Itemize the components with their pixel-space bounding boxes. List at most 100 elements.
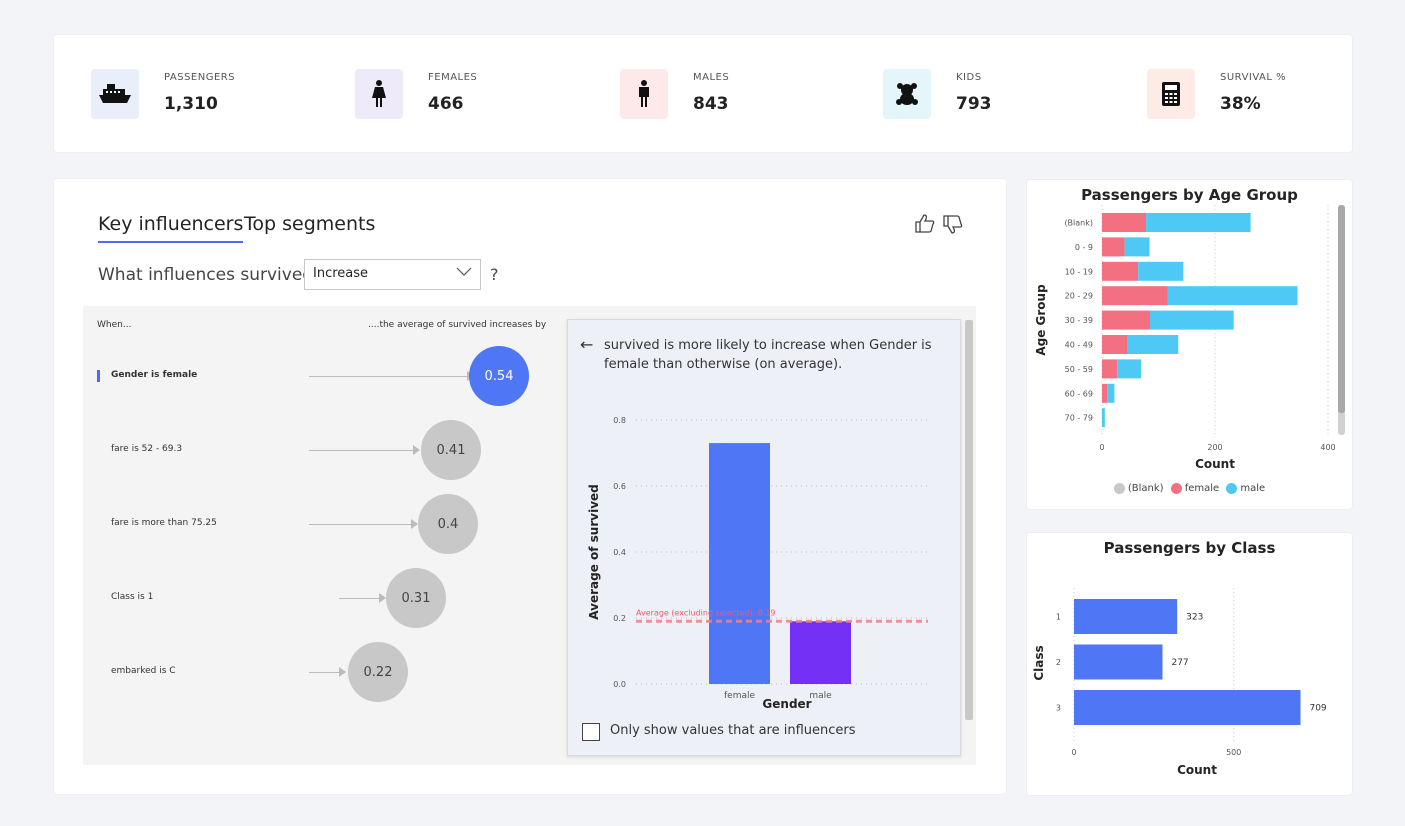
x-tick-label: female [724, 691, 755, 701]
influencer-bubble[interactable]: 0.4 [418, 494, 478, 554]
bar-segment-male [1102, 408, 1105, 428]
influencer-bubble[interactable]: 0.54 [469, 346, 529, 406]
kpi-label: FEMALES [428, 72, 478, 83]
male-icon [620, 69, 668, 119]
kpi-label: SURVIVAL % [1220, 72, 1287, 83]
kpi-value: 843 [693, 94, 729, 114]
kpi-value: 466 [428, 94, 464, 114]
influencer-label: Class is 1 [111, 592, 154, 602]
arrow-right-icon [413, 445, 420, 455]
legend-item[interactable]: female [1170, 483, 1220, 494]
scrollbar-thumb[interactable] [1338, 205, 1345, 413]
kpi-label: MALES [693, 72, 730, 83]
checkbox-label: Only show values that are influencers [610, 723, 856, 738]
influencers-only-checkbox[interactable] [582, 723, 600, 741]
y-tick-label: 20 - 29 [1065, 292, 1093, 301]
back-arrow-icon[interactable]: ← [580, 335, 594, 354]
thumbs-up-icon[interactable] [914, 213, 936, 238]
bar-male [790, 621, 851, 684]
influencer-row[interactable]: fare is more than 75.25 0.4 [83, 494, 543, 554]
y-axis-title: Age Group [1034, 284, 1048, 356]
influencer-bubble[interactable]: 0.22 [348, 642, 408, 702]
kpi-label: KIDS [956, 72, 982, 83]
kpi-label: PASSENGERS [164, 72, 236, 83]
influencer-row[interactable]: embarked is C 0.22 [83, 642, 543, 702]
column-header-when: When... [97, 320, 132, 330]
bar-segment-male [1124, 237, 1150, 257]
ship-icon [91, 69, 139, 119]
bar-segment-female [1102, 286, 1168, 306]
bar-segment-female [1102, 335, 1128, 354]
bar-class-1 [1074, 599, 1178, 634]
legend-dot [1226, 483, 1238, 494]
chart-title: Passengers by Class [1103, 539, 1276, 557]
influencer-connector [309, 376, 467, 377]
influencer-row[interactable]: Class is 1 0.31 [83, 568, 543, 628]
legend-item[interactable]: male [1226, 483, 1265, 494]
y-tick-label: 0 - 9 [1075, 243, 1093, 252]
y-tick-label: 1 [1056, 613, 1061, 622]
gender-survival-chart: 0.0 0.2 0.4 0.6 0.8 female male Average (exclud… [587, 416, 928, 708]
y-tick-label: 10 - 19 [1065, 267, 1093, 276]
bar-class-3 [1074, 690, 1301, 725]
y-tick-label: 60 - 69 [1065, 389, 1093, 398]
chevron-down-icon [456, 262, 472, 282]
y-tick-label: 0.0 [613, 680, 626, 689]
influencer-bubble[interactable]: 0.41 [421, 420, 481, 480]
thumbs-down-icon[interactable] [942, 215, 964, 240]
bar-segment-male [1167, 286, 1298, 306]
x-tick-label: 500 [1226, 748, 1241, 757]
female-icon [355, 69, 403, 119]
influencer-row[interactable]: fare is 52 - 69.3 0.41 [83, 420, 543, 480]
x-axis-title: Gender [762, 697, 811, 708]
x-tick-label: male [809, 691, 832, 701]
tab-key-influencers[interactable]: Key influencers [98, 213, 244, 243]
bar-female [709, 443, 770, 684]
bar-segment-male [1127, 335, 1179, 354]
influencer-connector [339, 598, 379, 599]
arrow-right-icon [379, 593, 386, 603]
y-tick-label: 2 [1056, 658, 1061, 667]
influencer-connector [309, 450, 413, 451]
legend-item[interactable]: (Blank) [1113, 483, 1164, 494]
influencer-bubble[interactable]: 0.31 [386, 568, 446, 628]
legend-label: female [1184, 483, 1220, 494]
class-chart-card: Passengers by Class 0 500 1 323 2 277 3 709 Coun… [1027, 533, 1352, 795]
bar-segment-male [1117, 359, 1141, 379]
panel-scrollbar[interactable] [965, 320, 973, 720]
question-mark: ? [490, 265, 499, 284]
influencer-row[interactable]: Gender is female 0.54 [83, 346, 543, 406]
arrow-right-icon [411, 519, 418, 529]
bar-segment-female [1102, 237, 1125, 257]
y-tick-label: 0.2 [613, 614, 626, 623]
y-tick-label: 70 - 79 [1065, 414, 1093, 423]
kpi-value: 38% [1220, 94, 1261, 114]
bar-segment-female [1102, 213, 1147, 232]
question-text: What influences survived to [98, 265, 336, 285]
data-label: 709 [1309, 704, 1326, 714]
y-tick-label: 0.4 [613, 548, 626, 557]
influencer-detail-pane: ← survived is more likely to increase wh… [567, 319, 961, 756]
teddy-bear-icon [883, 69, 931, 119]
chart-scrollbar[interactable] [1338, 205, 1345, 435]
legend-dot [1113, 483, 1125, 494]
y-tick-label: 40 - 49 [1065, 341, 1093, 350]
x-tick-label: 0 [1071, 748, 1076, 757]
survived-direction-dropdown[interactable]: Increase [304, 259, 481, 290]
reference-line-label: Average (excluding selected): 0.19 [636, 608, 776, 617]
y-tick-label: 0.6 [613, 482, 626, 491]
kpi-card: PASSENGERS 1,310 FEMALES 466 MALES 843 K… [54, 35, 1352, 152]
influencer-connector [309, 524, 411, 525]
legend-label: male [1240, 483, 1266, 494]
bar-segment-male [1107, 383, 1115, 403]
bar-class-2 [1074, 644, 1163, 680]
bar-segment-male [1146, 213, 1251, 232]
y-tick-label: 0.8 [613, 416, 626, 425]
chart-title: Passengers by Age Group [1081, 186, 1298, 204]
data-label: 323 [1186, 613, 1203, 623]
x-axis-title: Count [1195, 457, 1235, 471]
tab-top-segments[interactable]: Top segments [244, 213, 376, 235]
x-tick-label: 400 [1320, 443, 1335, 452]
selected-marker [97, 370, 100, 382]
bar-segment-female [1102, 261, 1139, 281]
